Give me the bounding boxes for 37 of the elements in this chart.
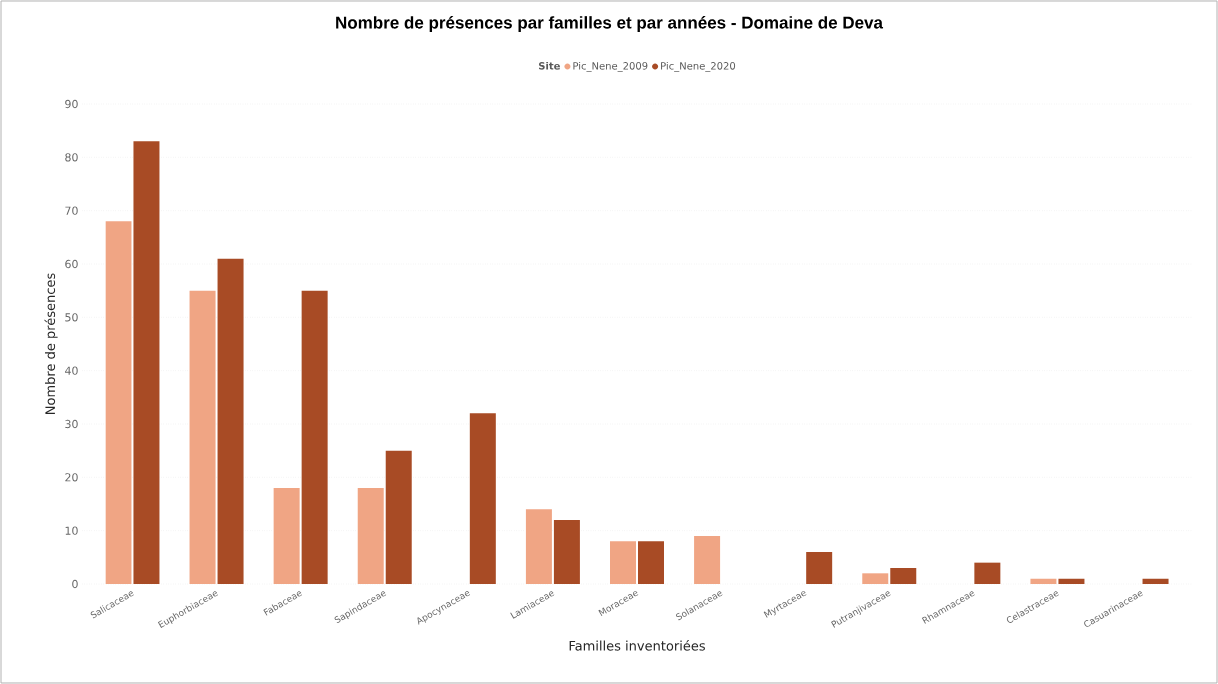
y-tick-label: 40	[65, 366, 78, 375]
bar	[638, 541, 664, 584]
y-tick-label: 10	[65, 526, 78, 535]
bar	[189, 290, 216, 584]
y-tick-label: 80	[65, 153, 78, 162]
bar	[217, 258, 244, 584]
y-tick-label: 0	[72, 579, 78, 589]
bar	[694, 535, 721, 584]
y-tick-label: 70	[65, 206, 78, 215]
bar	[806, 551, 833, 584]
legend-title: Site	[538, 61, 560, 70]
bar	[610, 541, 636, 584]
bar	[862, 573, 889, 584]
bar	[1142, 578, 1169, 584]
legend-label: Pic_Nene_2009	[573, 61, 648, 72]
y-axis-title: Nombre de présences	[44, 273, 58, 414]
bar	[974, 562, 1001, 584]
bar	[1030, 578, 1057, 584]
bar	[273, 487, 300, 584]
y-tick-label: 20	[65, 473, 78, 482]
bar	[469, 413, 496, 584]
bar	[525, 509, 552, 584]
bar	[890, 567, 917, 584]
bar	[385, 450, 412, 584]
chart-title: Nombre de présences par familles et par années - Domaine de Deva	[336, 15, 884, 32]
y-tick-label: 30	[65, 419, 78, 429]
y-tick-label: 60	[65, 259, 78, 269]
bar	[357, 487, 384, 584]
bar	[553, 519, 580, 584]
x-axis-title: Familles inventoriées	[569, 640, 705, 651]
bar	[105, 221, 132, 584]
bar	[133, 141, 160, 584]
bar	[301, 290, 328, 584]
bar	[1058, 578, 1085, 584]
y-tick-label: 50	[65, 313, 78, 322]
legend-label: Pic_Nene_2020	[661, 61, 736, 72]
y-tick-label: 90	[65, 99, 78, 109]
